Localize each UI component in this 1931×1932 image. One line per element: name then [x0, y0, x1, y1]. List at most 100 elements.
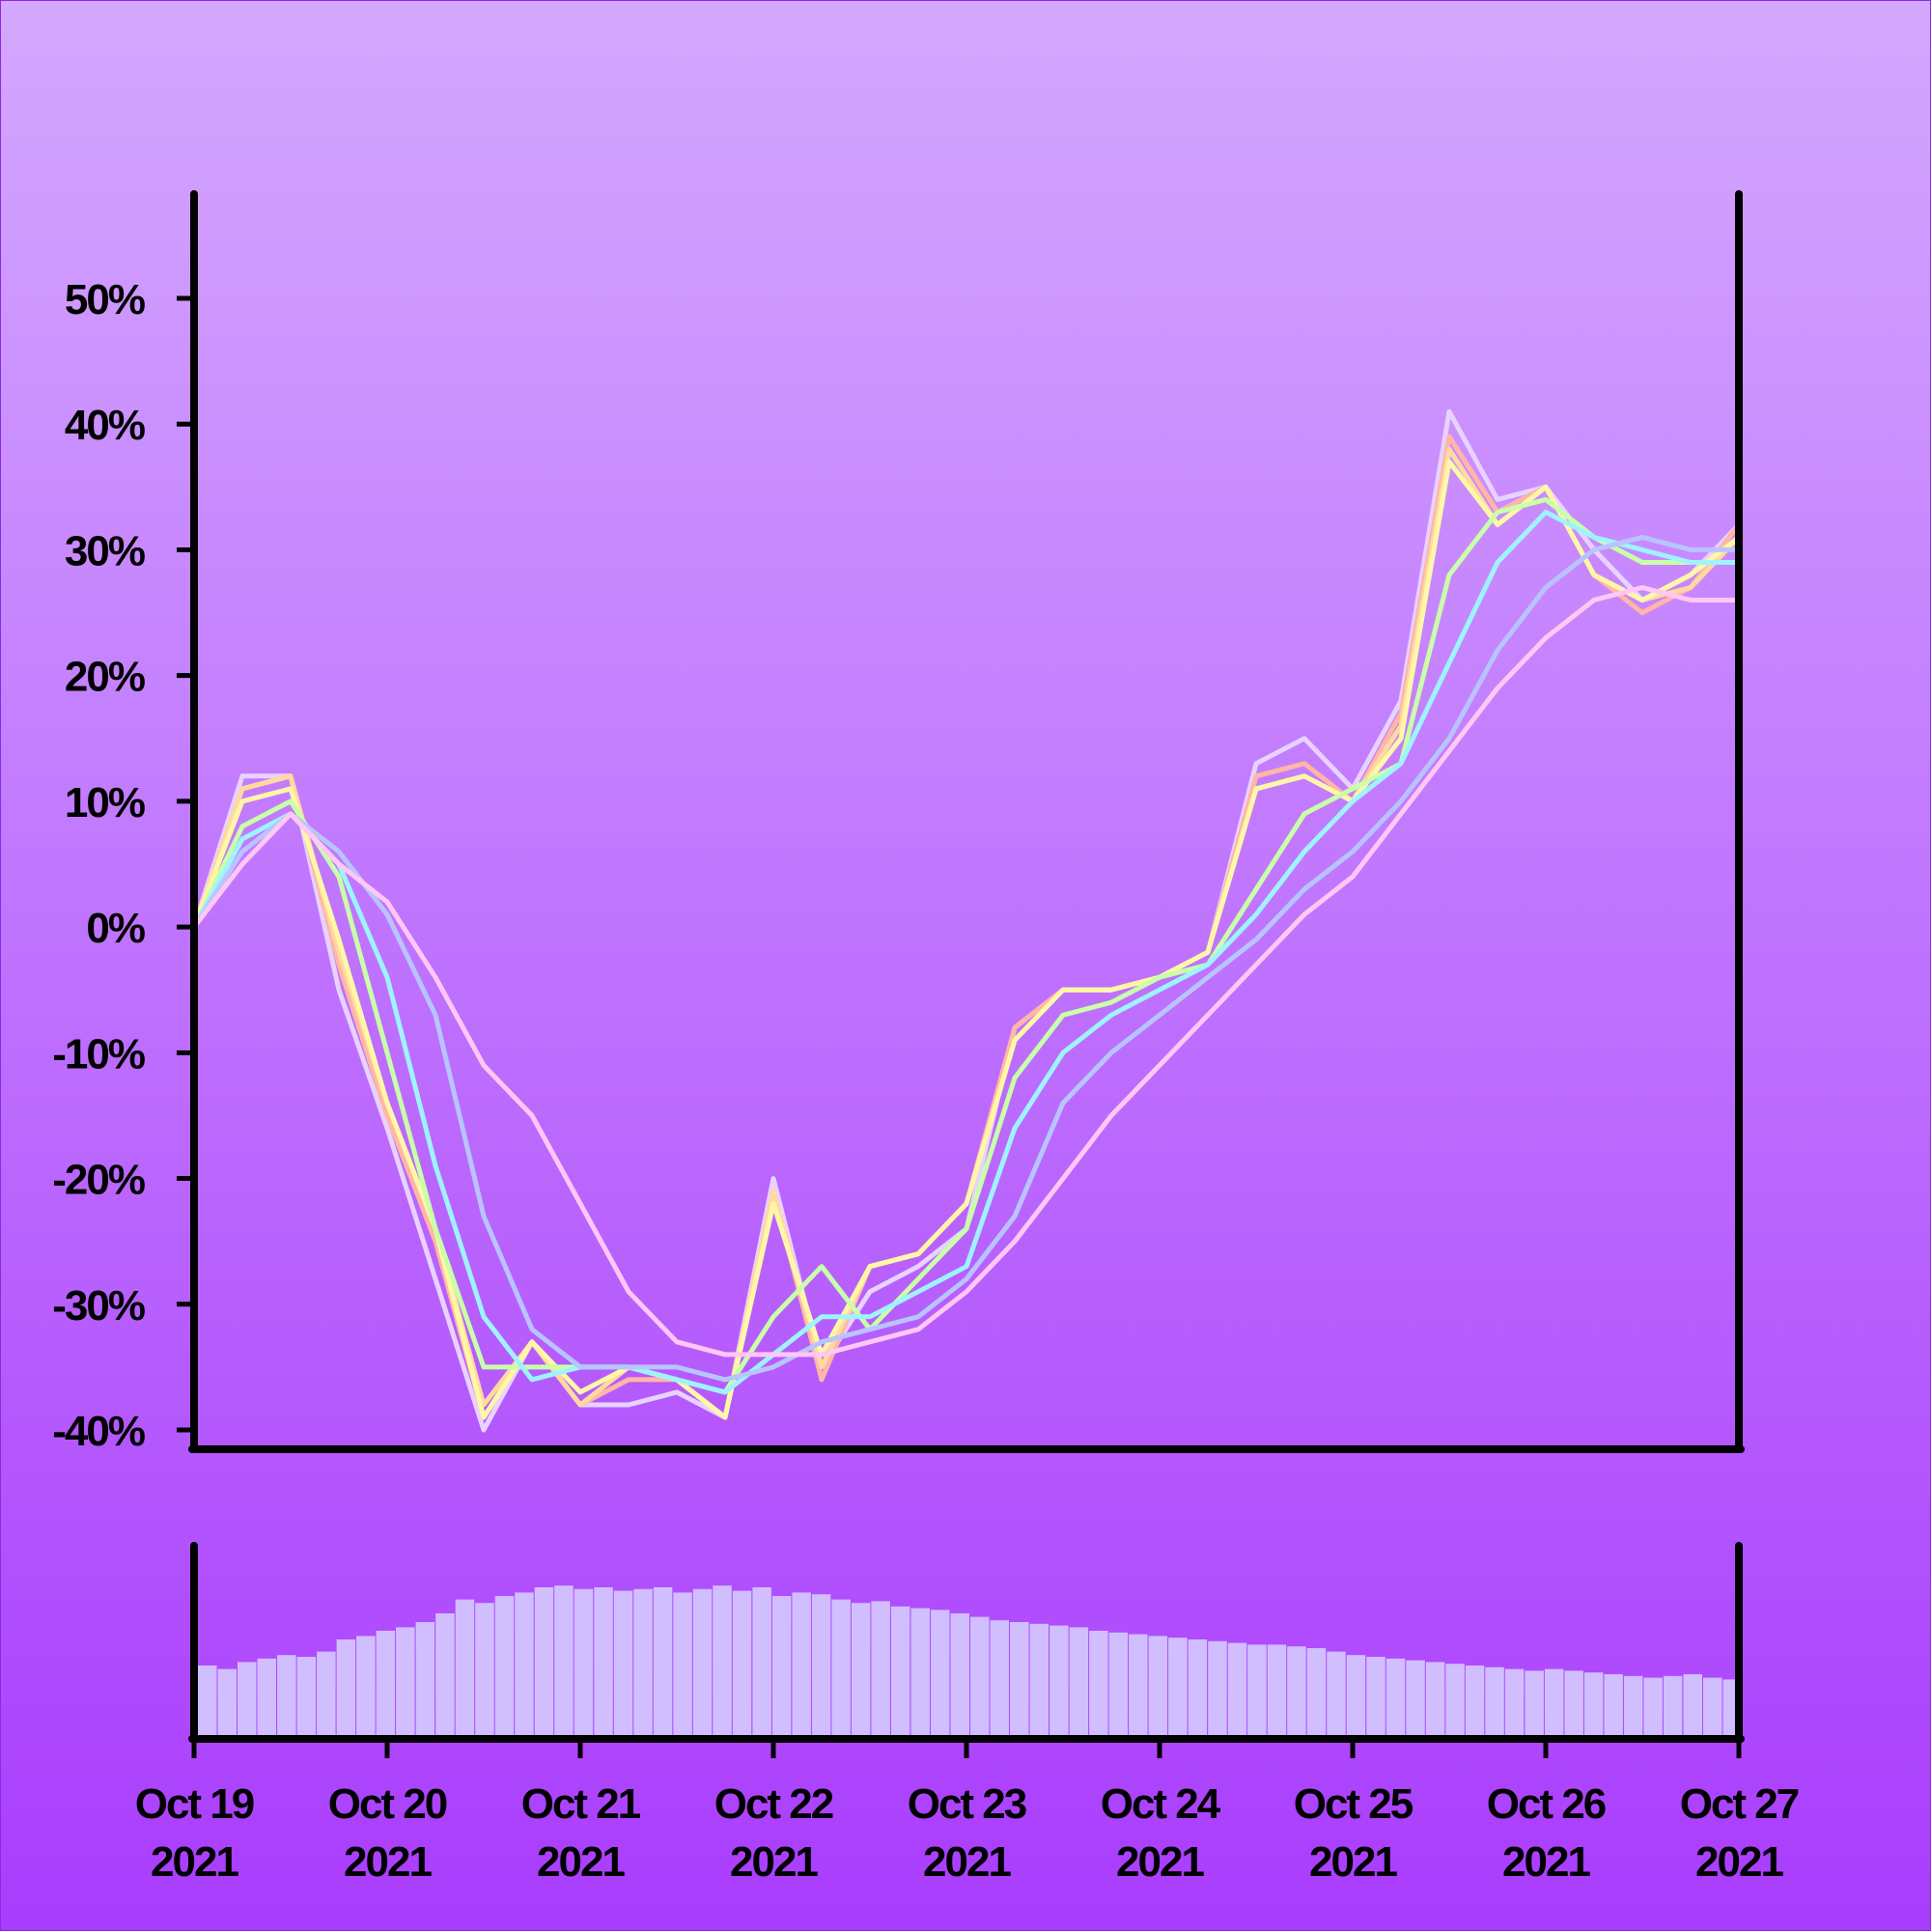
volume-bar — [475, 1603, 494, 1735]
y-tick-label: 10% — [65, 779, 145, 826]
x-tick-label-date: Oct 23 — [908, 1780, 1026, 1828]
volume-bar — [435, 1613, 455, 1735]
volume-bar — [574, 1588, 594, 1735]
volume-bar — [1247, 1644, 1267, 1735]
volume-bar — [910, 1608, 930, 1735]
volume-bar — [1485, 1666, 1504, 1735]
volume-bar — [1306, 1648, 1327, 1735]
volume-bar — [1465, 1666, 1485, 1735]
volume-bar — [633, 1588, 653, 1735]
x-tick-label-year: 2021 — [1695, 1838, 1783, 1886]
volume-bar — [1445, 1664, 1465, 1735]
volume-bar — [1703, 1677, 1722, 1735]
volume-bar — [1208, 1640, 1227, 1735]
volume-bar — [396, 1627, 415, 1735]
x-tick-label-date: Oct 22 — [714, 1780, 833, 1828]
series-line-6 — [194, 509, 1739, 1395]
x-tick-label-date: Oct 24 — [1101, 1780, 1221, 1828]
volume-bar — [792, 1592, 811, 1735]
x-tick-label-date: Oct 21 — [521, 1780, 641, 1828]
volume-bar — [1504, 1668, 1525, 1735]
volume-bar — [356, 1636, 376, 1735]
volume-bar — [238, 1662, 257, 1735]
volume-bar — [1227, 1642, 1247, 1735]
volume-bar — [317, 1651, 336, 1735]
x-axis-ticks — [191, 1739, 1742, 1758]
x-tick-label-date: Oct 25 — [1294, 1780, 1413, 1828]
volume-bar — [415, 1622, 435, 1735]
volume-bar — [1129, 1634, 1148, 1735]
series-line-8 — [194, 585, 1739, 1358]
x-tick-label-year: 2021 — [1502, 1838, 1590, 1886]
x-tick-label-date: Oct 20 — [328, 1780, 447, 1828]
chart-frame — [188, 190, 1745, 1743]
series-line-7 — [194, 534, 1739, 1383]
y-tick-label: -40% — [52, 1408, 145, 1455]
volume-bar — [732, 1590, 752, 1735]
volume-bar — [198, 1666, 217, 1735]
volume-bar — [692, 1588, 713, 1735]
volume-bar — [1544, 1668, 1564, 1735]
volume-bar — [336, 1639, 356, 1735]
volume-bar — [534, 1587, 554, 1735]
y-tick-label: -20% — [52, 1157, 145, 1204]
x-axis-labels: Oct 19 2021 Oct 20 2021 Oct 21 2021 Oct 22 2021… — [135, 1780, 1801, 1886]
volume-bar — [1108, 1632, 1129, 1735]
volume-bar — [1525, 1670, 1544, 1735]
y-tick-label: 40% — [65, 402, 145, 449]
volume-bar — [831, 1599, 851, 1735]
volume-bar — [851, 1603, 871, 1735]
volume-bar — [990, 1620, 1009, 1735]
volume-bar — [1089, 1631, 1108, 1735]
volume-bar — [1564, 1670, 1583, 1735]
y-tick-label: 30% — [65, 527, 145, 574]
volume-bar — [1583, 1672, 1604, 1735]
volume-bar — [1406, 1660, 1425, 1735]
volume-bar — [1327, 1651, 1346, 1735]
volume-bar — [1168, 1638, 1188, 1735]
x-tick-label-date: Oct 19 — [135, 1780, 254, 1828]
volume-bar — [1604, 1674, 1623, 1735]
x-tick-label-year: 2021 — [1309, 1838, 1397, 1886]
volume-bar — [1029, 1623, 1049, 1735]
volume-bar — [1069, 1627, 1089, 1735]
volume-bar — [931, 1610, 950, 1735]
volume-bar — [1663, 1675, 1683, 1735]
volume-bar — [1385, 1658, 1406, 1735]
x-tick-label-year: 2021 — [344, 1838, 432, 1886]
volume-bar — [594, 1587, 613, 1735]
x-tick-label-date: Oct 27 — [1680, 1780, 1799, 1828]
volume-bar — [613, 1590, 633, 1735]
series-line-2 — [194, 434, 1739, 1420]
series-line-3 — [194, 446, 1739, 1420]
volume-bar — [1267, 1644, 1287, 1735]
volume-bar — [494, 1596, 515, 1735]
volume-bar — [950, 1613, 969, 1735]
volume-bar — [1683, 1674, 1702, 1735]
y-tick-label: 20% — [65, 654, 145, 701]
volume-bar — [771, 1596, 792, 1735]
volume-bar — [515, 1592, 534, 1735]
y-tick-label: 0% — [86, 905, 144, 952]
volume-bar — [811, 1594, 831, 1735]
volume-bar — [217, 1668, 237, 1735]
volume-bar — [653, 1587, 673, 1735]
volume-bar — [752, 1587, 771, 1735]
volume-bar — [554, 1585, 574, 1735]
volume-bar — [1049, 1625, 1069, 1735]
x-tick-label-year: 2021 — [923, 1838, 1011, 1886]
volume-bar — [890, 1606, 910, 1735]
x-tick-label-year: 2021 — [1116, 1838, 1204, 1886]
volume-bar — [970, 1616, 990, 1735]
volume-bar — [1010, 1622, 1029, 1735]
volume-bar — [296, 1657, 317, 1735]
x-tick-label-year: 2021 — [151, 1838, 238, 1886]
volume-bar — [1643, 1677, 1663, 1735]
series-lines — [194, 408, 1739, 1433]
volume-bar — [376, 1631, 396, 1735]
volume-bar — [1148, 1636, 1168, 1735]
y-tick-label: 50% — [65, 276, 145, 323]
volume-bar — [1346, 1655, 1366, 1735]
volume-bar — [713, 1585, 732, 1735]
